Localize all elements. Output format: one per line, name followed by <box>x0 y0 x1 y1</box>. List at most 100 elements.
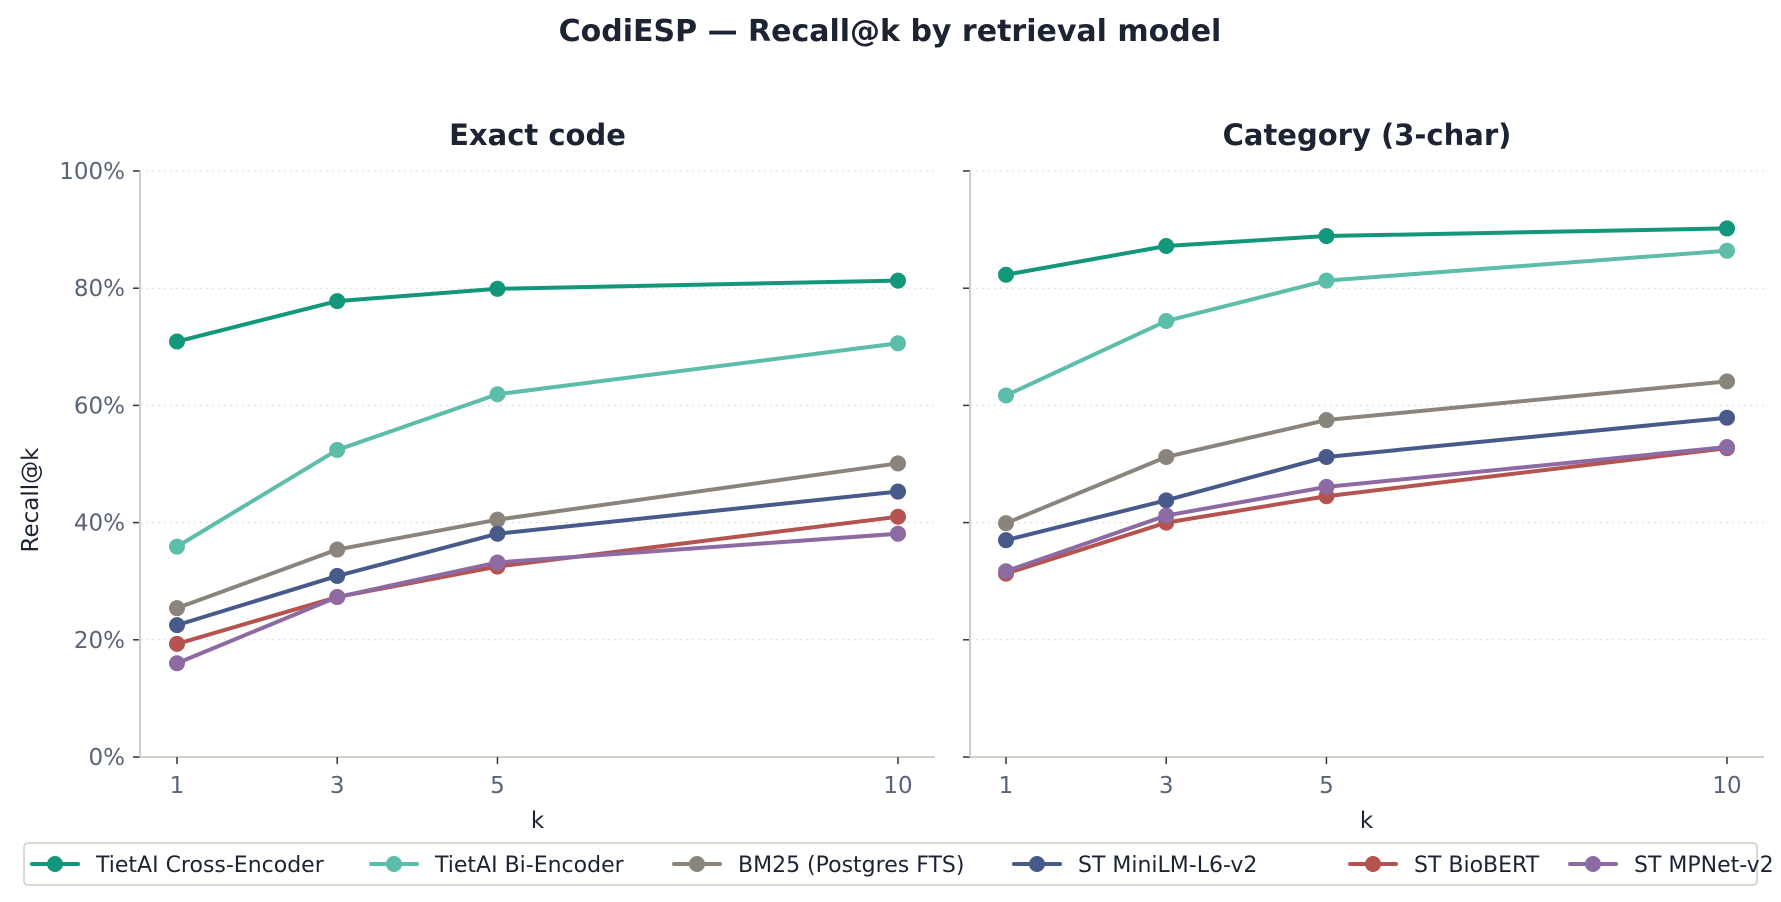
data-point <box>489 280 506 297</box>
data-point <box>329 589 346 606</box>
data-point <box>998 515 1014 532</box>
legend-label: TietAI Bi-Encoder <box>434 853 625 878</box>
data-point <box>1318 448 1335 465</box>
data-point <box>1719 220 1735 237</box>
y-tick-label: 80% <box>74 276 125 302</box>
data-point <box>890 335 906 352</box>
x-tick-label: 3 <box>330 773 345 799</box>
series-line <box>175 461 900 611</box>
series-line <box>175 278 900 344</box>
data-point <box>890 483 906 500</box>
data-point <box>169 635 185 652</box>
legend-swatch-marker <box>47 856 63 872</box>
series-line <box>175 341 900 549</box>
data-point <box>890 455 906 472</box>
legend-label: ST MPNet-v2 <box>1634 853 1774 878</box>
data-point <box>489 525 506 542</box>
data-point <box>489 511 506 528</box>
series-st-biobert <box>998 440 1735 582</box>
series-tietai-bi-encoder <box>998 242 1735 404</box>
legend-swatch-marker <box>1365 856 1381 872</box>
data-point <box>1318 478 1335 495</box>
data-point <box>329 441 346 458</box>
legend-swatch-marker <box>1585 856 1601 872</box>
data-point <box>169 333 185 350</box>
panel-1: Exact code 0% 20% 40% 60% 80% 100% 1 3 5 10 k <box>59 118 935 834</box>
series-bm25-postgres-fts <box>998 373 1735 532</box>
series-tietai-bi-encoder <box>169 335 906 555</box>
data-point <box>329 541 346 558</box>
data-point <box>329 293 346 310</box>
y-tick-label: 40% <box>74 511 125 537</box>
legend-label: ST BioBERT <box>1414 853 1540 878</box>
legend-item: BM25 (Postgres FTS) <box>672 853 964 878</box>
x-tick-label: 5 <box>1319 773 1334 799</box>
data-point <box>998 266 1014 283</box>
legend-swatch-marker <box>1029 856 1045 872</box>
data-point <box>1318 228 1335 245</box>
data-point <box>998 387 1014 404</box>
legend-label: TietAI Cross-Encoder <box>95 853 325 878</box>
data-point <box>1158 507 1175 524</box>
data-point <box>1158 238 1175 255</box>
series-line <box>1004 445 1729 574</box>
series-bm25-postgres-fts <box>169 455 906 617</box>
series-line <box>175 489 900 628</box>
x-tick-label: 1 <box>170 773 185 799</box>
legend-item: ST MPNet-v2 <box>1568 853 1774 878</box>
data-point <box>998 532 1014 549</box>
legend-item: ST BioBERT <box>1348 853 1540 878</box>
legend-swatch-marker <box>386 856 402 872</box>
x-tick-label: 10 <box>883 773 912 799</box>
legend-label: ST MiniLM-L6-v2 <box>1078 853 1257 878</box>
x-tick-label: 3 <box>1159 773 1174 799</box>
data-point <box>890 525 906 542</box>
x-tick-label: 5 <box>490 773 505 799</box>
data-point <box>169 617 185 634</box>
data-point <box>1719 242 1735 259</box>
legend-item: TietAI Bi-Encoder <box>369 853 625 878</box>
data-point <box>1158 492 1175 509</box>
x-axis-label: k <box>1360 808 1374 834</box>
panel-title: Exact code <box>449 118 626 152</box>
data-point <box>998 563 1014 580</box>
series-st-minilm-l6-v2 <box>169 483 906 634</box>
series-tietai-cross-encoder <box>998 220 1735 283</box>
legend-label: BM25 (Postgres FTS) <box>738 853 964 878</box>
panel-2: Category (3-char) 1 3 5 10 k <box>963 118 1764 834</box>
data-point <box>890 508 906 525</box>
x-tick-label: 1 <box>999 773 1014 799</box>
series-line <box>175 514 900 646</box>
data-point <box>1719 409 1735 426</box>
y-tick-label: 60% <box>74 393 125 419</box>
data-point <box>1318 272 1335 289</box>
data-point <box>489 386 506 403</box>
series-line <box>1004 248 1729 398</box>
data-point <box>1158 313 1175 330</box>
figure-title: CodiESP — Recall@k by retrieval model <box>559 14 1222 49</box>
series-tietai-cross-encoder <box>169 272 906 350</box>
series-line <box>1004 415 1729 543</box>
data-point <box>1158 448 1175 465</box>
series-line <box>1004 226 1729 277</box>
x-axis-label: k <box>531 808 545 834</box>
series-st-mpnet-v2 <box>169 525 906 672</box>
legend-item: TietAI Cross-Encoder <box>30 853 325 878</box>
series-line <box>1004 446 1729 576</box>
y-tick-label: 20% <box>74 628 125 654</box>
y-axis-label: Recall@k <box>18 447 44 553</box>
data-point <box>169 538 185 555</box>
data-point <box>1318 412 1335 429</box>
series-st-mpnet-v2 <box>998 439 1735 580</box>
series-line <box>1004 379 1729 526</box>
panel-title: Category (3-char) <box>1223 118 1512 152</box>
data-point <box>1719 373 1735 390</box>
data-point <box>1719 439 1735 456</box>
legend-frame <box>23 842 1758 886</box>
legend-swatch-marker <box>689 856 705 872</box>
series-st-minilm-l6-v2 <box>998 409 1735 549</box>
data-point <box>489 554 506 571</box>
data-point <box>890 272 906 289</box>
